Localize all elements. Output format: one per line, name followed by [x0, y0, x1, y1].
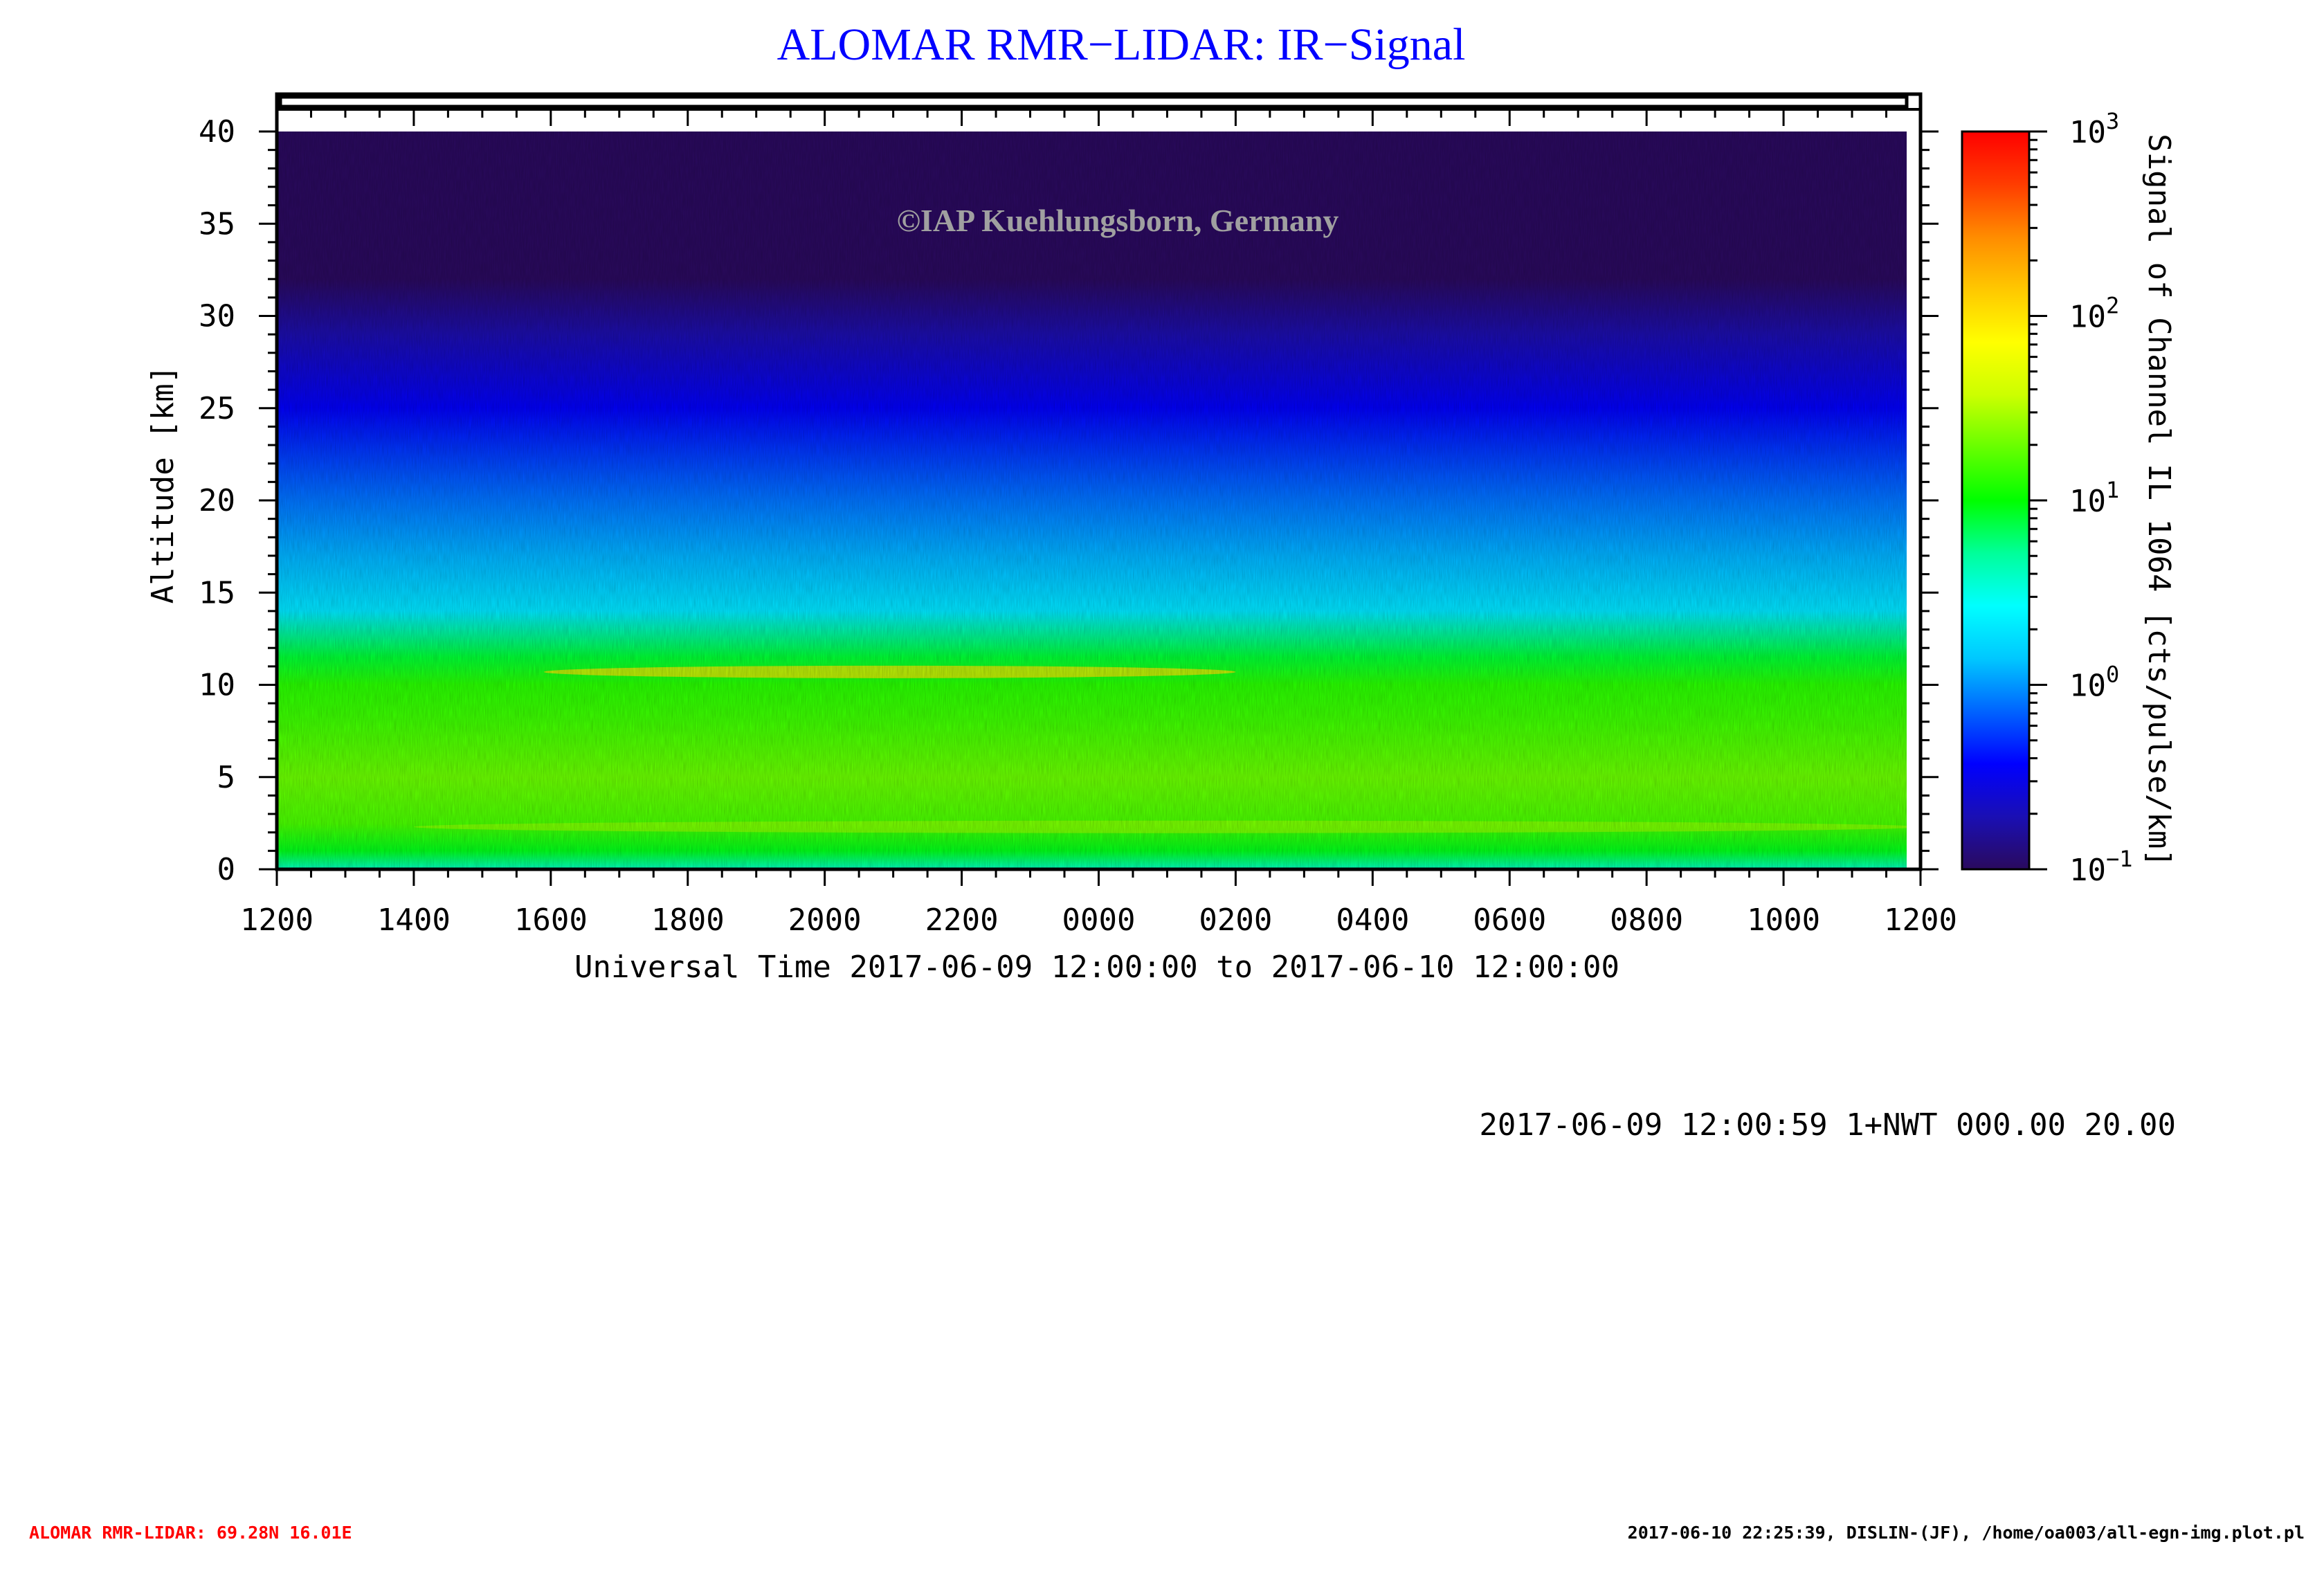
- colorbar-tick-label: 102: [2069, 293, 2119, 335]
- x-axis: 1200 1400 1600 1800 2000 2200 0000 0200 0400 0600…: [240, 109, 1957, 938]
- x-tick-label: 1400: [377, 903, 451, 938]
- chart-title: ALOMAR RMR−LIDAR: IR−Signal: [777, 19, 1466, 70]
- footer-info: 2017-06-10 22:25:39, DISLIN-(JF), /home/…: [1627, 1523, 2305, 1543]
- x-tick-label: 0200: [1199, 903, 1272, 938]
- colorbar-label: Signal of Channel IL 1064 [cts/pulse/km]: [2141, 134, 2177, 867]
- watermark: ©IAP Kuehlungsborn, Germany: [897, 203, 1339, 238]
- x-tick-label: 0600: [1473, 903, 1546, 938]
- x-tick-label: 1600: [514, 903, 588, 938]
- x-tick-label: 0000: [1062, 903, 1136, 938]
- colorbar-tick-label: 101: [2069, 477, 2119, 519]
- run-stamp: 2017-06-09 12:00:59 1+NWT 000.00 20.00: [1479, 1107, 2176, 1143]
- plot-area: [277, 131, 1907, 869]
- y-tick-label: 5: [217, 760, 236, 795]
- y-tick-label: 40: [199, 114, 235, 149]
- y-tick-label: 15: [199, 575, 235, 610]
- y-axis: 0 5 10 15 20 25 30 35 40: [199, 114, 1939, 887]
- y-tick-label: 10: [199, 668, 235, 703]
- y-axis-label: Altitude [km]: [145, 365, 181, 604]
- x-tick-label: 1800: [651, 903, 725, 938]
- y-tick-label: 0: [217, 852, 236, 887]
- x-tick-label: 0800: [1610, 903, 1683, 938]
- x-tick-label: 1000: [1747, 903, 1820, 938]
- colorbar-tick-label: 10−1: [2069, 846, 2133, 888]
- x-tick-label: 1200: [240, 903, 314, 938]
- colorbar-fill: [1961, 130, 2031, 871]
- x-tick-label: 0400: [1336, 903, 1409, 938]
- footer-location: ALOMAR RMR-LIDAR: 69.28N 16.01E: [29, 1523, 352, 1543]
- y-tick-label: 25: [199, 391, 235, 426]
- heatmap-noise: [277, 131, 1907, 869]
- colorbar-tick-label: 100: [2069, 662, 2119, 704]
- x-tick-label: 2000: [788, 903, 862, 938]
- y-tick-label: 30: [199, 299, 235, 334]
- colorbar: 103 102 101 100 10−1: [1961, 108, 2133, 888]
- colorbar-ticks: 103 102 101 100 10−1: [2029, 108, 2133, 888]
- x-axis-label: Universal Time 2017-06-09 12:00:00 to 20…: [574, 950, 1619, 985]
- x-tick-label: 1200: [1884, 903, 1957, 938]
- top-strip-bar: [278, 95, 1909, 109]
- x-tick-label: 2200: [925, 903, 999, 938]
- y-tick-label: 35: [199, 206, 235, 242]
- colorbar-tick-label: 103: [2069, 108, 2119, 150]
- y-tick-label: 20: [199, 483, 235, 518]
